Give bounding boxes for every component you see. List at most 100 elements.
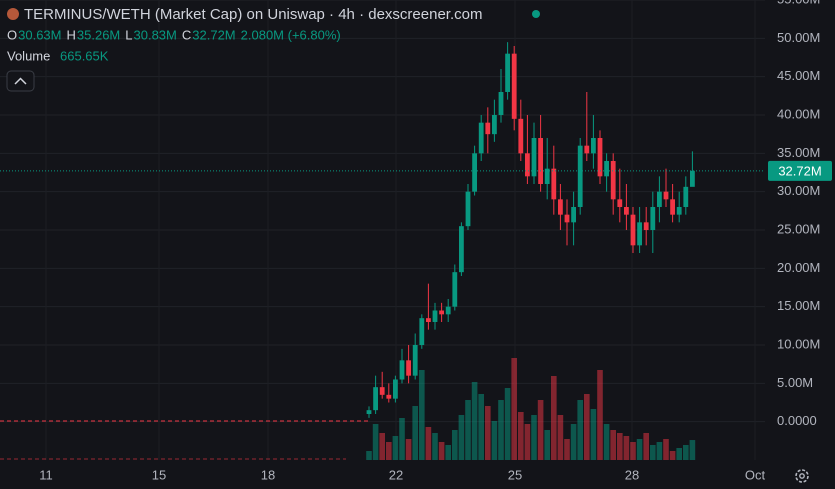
volume-bar [518,412,524,460]
candle-body [670,199,675,215]
candle-body [538,138,543,184]
x-tick-label: 25 [508,467,522,482]
candle-body [399,360,405,380]
volume-bar [531,415,537,460]
candle-body [492,115,497,135]
volume-bar [584,394,590,460]
volume-bar [491,421,498,460]
y-tick-label: 40.00M [777,106,820,121]
ohlc-value: 32.72M [192,27,235,42]
y-tick-label: 45.00M [777,68,820,83]
candle-body [604,161,609,177]
volume-bar [551,376,557,460]
volume-bar [399,418,405,460]
ohlc-value: 35.26M [77,27,120,42]
volume-bar [438,442,445,460]
volume-bar [663,439,669,460]
volume-bar [617,433,623,460]
candle-body [564,214,570,223]
candle-body [452,272,458,307]
token-logo [7,8,19,20]
candle-body [637,222,642,246]
volume-bar [432,433,438,460]
last-price-label: 32.72M [778,163,821,178]
volume-bar [419,370,425,460]
volume-bar [557,415,564,460]
x-tick-label: Oct [745,467,766,482]
volume-bar [366,451,372,460]
volume-bar [689,440,696,460]
candle-body [393,379,398,399]
ohlc-key: L [125,27,132,42]
candle-body [610,161,616,200]
volume-bar [471,382,478,460]
last-price-tag [768,160,832,181]
candle-body [617,199,623,207]
candle-body [386,394,392,399]
settings-icon [795,469,809,483]
y-tick-label: 55.00M [777,0,820,6]
volume-bar [643,433,649,460]
volume-bar [372,424,379,460]
candles [366,42,695,418]
change-label: 2.080M (+6.80%) [241,27,341,42]
volume-bar [478,394,484,460]
y-tick-label: 15.00M [777,298,820,313]
candle-body [643,222,649,230]
ohlc-header: O 30.63M H 35.26M L 30.83M C 32.72M 2.080M (+6.8… [7,27,341,42]
volume-bar [379,433,385,460]
x-tick-label: 15 [152,467,166,482]
volume-bar [392,436,399,460]
volume-bar [458,415,465,460]
candle-body [485,122,491,135]
volume-bar [683,445,689,460]
collapse-button[interactable] [6,70,35,92]
volume-bar [425,427,432,460]
volume-bar [577,400,583,460]
candle-body [683,186,689,207]
chart-title: TERMINUS/WETH (Market Cap) on Uniswap · … [24,6,482,23]
candle-body [630,214,636,246]
candle-body [406,360,411,376]
volume-bar [590,409,597,460]
volume-last: 665.65K [60,48,109,63]
volume-bar [603,424,610,460]
volume-bar [623,436,630,460]
volume-bar [485,406,491,460]
candle-body [379,387,385,395]
volume-title: Volume [7,48,50,63]
volume-bar [405,439,412,460]
ohlc-key: C [182,27,191,42]
volume-bar [412,406,418,460]
volume-bar [524,424,531,460]
settings-button[interactable] [795,469,809,483]
volume-bars [366,358,696,460]
y-tick-label: 20.00M [777,260,820,275]
collapse-icon [14,77,27,85]
candle-body [597,138,603,177]
volume-bar [465,400,471,460]
candle-body [505,53,510,92]
volume-bar [386,442,392,460]
volume-bar [544,430,550,460]
settings-icon-center [799,473,805,479]
candle-body [445,306,451,315]
candle-body [518,118,524,154]
volume-bar [570,424,577,460]
volume-bar [498,400,504,460]
candle-body [419,318,425,345]
candle-body [498,92,504,115]
candle-body [472,153,477,192]
candle-body [412,345,418,376]
y-tick-label: 25.00M [777,221,820,236]
volume-bar [656,442,663,460]
y-tick-label: 50.00M [777,30,820,45]
x-tick-label: 28 [625,467,639,482]
y-tick-label: 35.00M [777,145,820,160]
volume-bar [636,439,643,460]
candle-body [511,53,517,119]
candle-body [624,207,629,215]
candle-body [478,122,484,154]
